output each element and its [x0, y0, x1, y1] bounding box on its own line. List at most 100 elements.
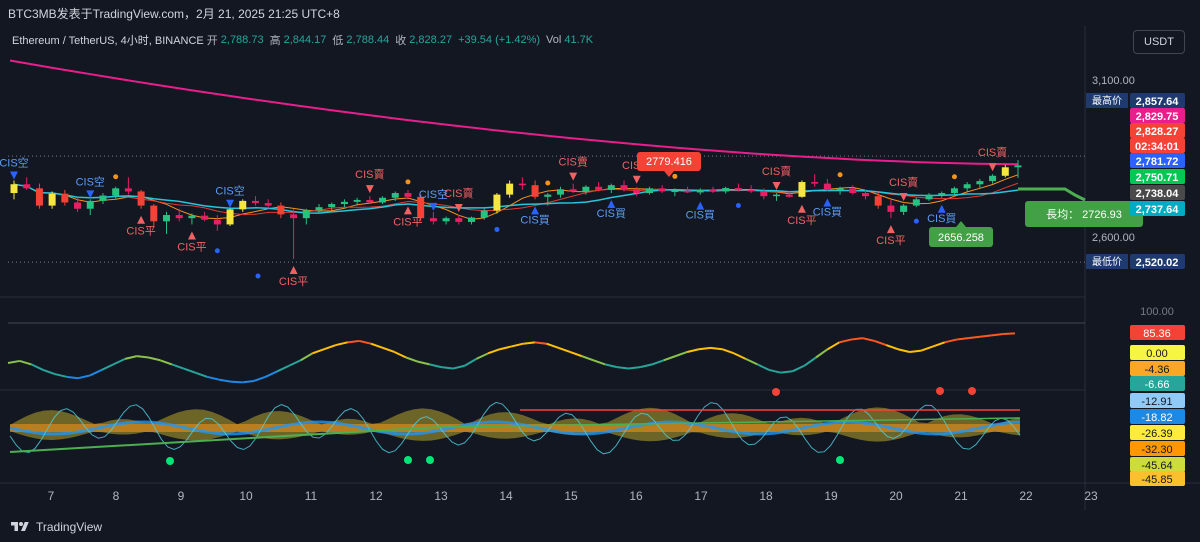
osc-label-box — [1130, 325, 1185, 340]
signal-dot — [255, 273, 261, 279]
signal-triangle — [187, 231, 196, 240]
candle-body — [722, 188, 730, 192]
oscillator-segment — [288, 359, 302, 367]
symbol-legend: Ethereum / TetherUS, 4小时, BINANCE 开 2,78… — [12, 32, 599, 48]
price-label-value: 2,738.04 — [1136, 188, 1180, 200]
time-tick-label: 10 — [239, 489, 253, 503]
price-label-box — [1130, 93, 1185, 108]
indicator-dot — [936, 387, 944, 395]
candle-body — [912, 199, 920, 206]
oscillator-segment — [19, 359, 32, 366]
oscillator-segment — [66, 375, 79, 380]
signal-dot — [837, 172, 843, 178]
oscillator-segment — [464, 358, 477, 367]
oscillator-segment — [979, 334, 992, 338]
oscillator-segment — [171, 363, 184, 370]
osc-label-value: -12.91 — [1141, 396, 1172, 408]
oscillator-segment — [698, 346, 711, 351]
signal-triangle — [988, 163, 997, 172]
signal-triangle — [823, 198, 832, 207]
candle-body — [112, 188, 120, 196]
candle-body — [417, 196, 425, 219]
oscillator-segment — [112, 357, 126, 366]
signal-triangle — [569, 172, 578, 181]
candle-body — [277, 205, 285, 215]
candle-body — [137, 191, 145, 206]
price-label-value: 2,781.72 — [1136, 156, 1179, 168]
candle-body — [23, 184, 31, 189]
oscillator-segment — [745, 357, 758, 366]
signal-triangle — [772, 182, 781, 191]
candle-body — [251, 200, 259, 204]
oscillator-segment — [7, 359, 20, 365]
osc-label-box — [1130, 409, 1185, 424]
oscillator-segment — [417, 360, 430, 366]
signal-triangle — [797, 204, 806, 213]
osc-label-box — [1130, 471, 1185, 486]
oscillator-segment — [230, 380, 243, 384]
candle-body — [353, 199, 361, 202]
price-chart[interactable]: CIS空CIS空CIS平CIS平CIS空CIS平CIS賣CIS平CIS空CIS賣… — [0, 0, 1200, 512]
oscillator-segment — [300, 352, 313, 362]
candle-body — [391, 193, 399, 198]
support-trend-line — [439, 417, 1021, 428]
oscillator-segment — [558, 346, 571, 353]
candle-body — [86, 200, 94, 209]
oscillator-segment — [523, 341, 536, 345]
tradingview-logo-icon — [11, 522, 29, 531]
oscillator-segment — [159, 359, 173, 366]
signal-triangle — [607, 200, 616, 209]
high-callout-text: 2779.416 — [646, 156, 692, 168]
time-tick-label: 22 — [1019, 489, 1033, 503]
candle-body — [938, 193, 946, 195]
legend-low-value: 2,788.44 — [346, 34, 390, 46]
oscillator-segment — [581, 355, 594, 362]
oscillator-segment — [499, 345, 512, 351]
candle-body — [201, 215, 209, 220]
signal-triangle — [10, 171, 18, 180]
oscillator-segment — [359, 339, 372, 345]
candle-body — [455, 218, 463, 222]
oscillator-segment — [276, 364, 290, 373]
signal-label: CIS賣 — [889, 175, 918, 189]
ma-pink-line — [9, 59, 1019, 166]
candle-body — [315, 207, 323, 211]
oscillator-segment — [686, 348, 700, 353]
oscillator-segment — [101, 363, 114, 371]
candle-body — [239, 200, 247, 210]
time-tick-label: 15 — [564, 489, 578, 503]
oscillator-panel — [7, 332, 1021, 465]
candle-body — [976, 181, 984, 185]
legend-symbol[interactable]: Ethereum / TetherUS, 4小时, BINANCE — [12, 35, 204, 47]
long-average-text: 長均： 2726.93 — [1046, 208, 1122, 221]
candle-body — [684, 190, 692, 193]
candle-body — [518, 183, 526, 186]
price-label-value: 2,828.27 — [1136, 126, 1179, 138]
signal-label: CIS賣 — [559, 155, 588, 169]
long-average-line — [1018, 187, 1086, 202]
signal-triangle — [137, 215, 146, 224]
price-label-name: 最低价 — [1092, 255, 1122, 268]
signal-triangle — [289, 265, 298, 274]
oscillator-segment — [370, 342, 384, 349]
candle-body — [531, 185, 539, 197]
signal-dot — [494, 226, 500, 232]
oscillator-segment — [569, 351, 583, 358]
oscillator-segment — [265, 370, 278, 378]
oscillator-segment — [827, 341, 840, 351]
oscillator-segment — [511, 342, 524, 348]
time-tick-label: 21 — [954, 489, 968, 503]
currency-button[interactable]: USDT — [1133, 30, 1185, 54]
signal-label: CIS空 — [0, 155, 29, 169]
indicator-cyan-line — [9, 401, 1021, 455]
oscillator-segment — [616, 366, 629, 370]
footer-brand[interactable]: TradingView — [0, 512, 1200, 542]
candle-body — [328, 204, 336, 208]
time-tick-label: 11 — [305, 489, 318, 503]
price-label-box — [1130, 185, 1185, 200]
time-tick-label: 8 — [113, 489, 120, 503]
oscillator-segment — [148, 356, 161, 362]
low-callout-text: 2656.258 — [938, 232, 984, 244]
price-axis: 3,100.00 2,600.00 最高价 2,857.64 2,829.75 2,828… — [1086, 75, 1185, 486]
legend-open-label: 开 — [206, 35, 218, 47]
